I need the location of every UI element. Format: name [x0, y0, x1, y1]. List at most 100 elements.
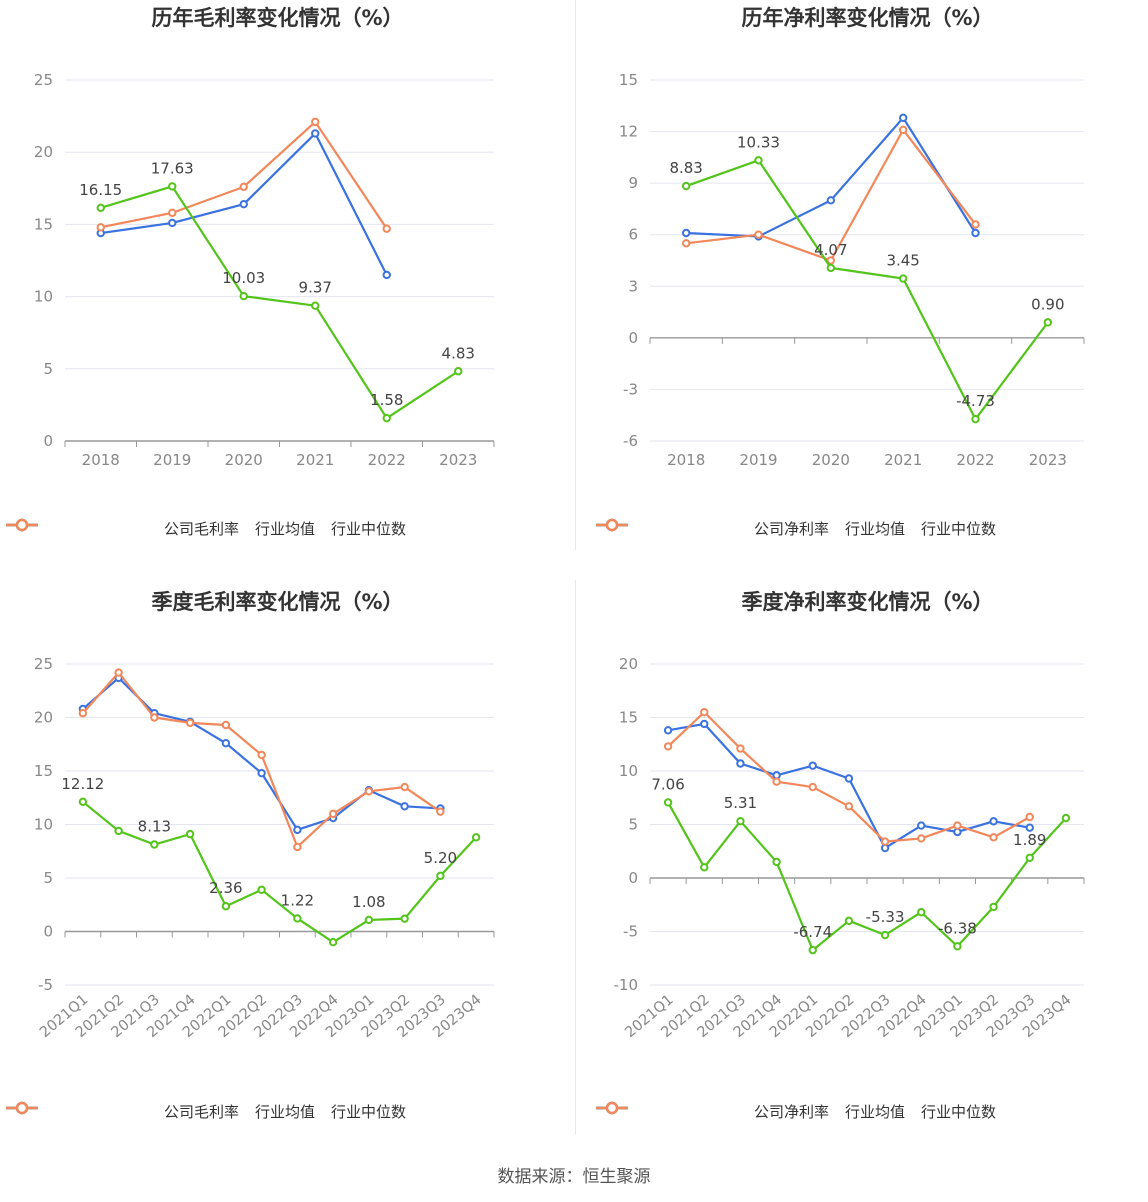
legend-item[interactable]: 行业均值 — [6, 518, 315, 539]
legend-item[interactable]: 行业中位数 — [596, 518, 997, 539]
chart-legend: 公司净利率 行业均值 行业中位数 — [595, 518, 1148, 539]
legend-label: 行业均值 — [254, 1103, 315, 1121]
y-tick-label: -6 — [623, 432, 638, 450]
data-point — [382, 413, 391, 423]
legend-label: 公司毛利率 — [163, 1103, 239, 1121]
data-point — [971, 414, 980, 424]
data-point — [96, 223, 105, 232]
x-tick-label: 2022 — [368, 451, 406, 469]
legend-label: 公司净利率 — [753, 1103, 829, 1121]
data-source-note: 数据来源：恒生聚源 — [497, 1167, 651, 1187]
data-label: 8.13 — [138, 818, 171, 836]
data-label: -4.73 — [956, 392, 995, 410]
y-tick-label: 10 — [34, 816, 53, 834]
y-tick-label: 0 — [628, 329, 638, 347]
x-tick-label: 2021 — [884, 451, 922, 469]
y-tick-label: -5 — [623, 923, 638, 941]
data-point — [700, 719, 709, 729]
legend-label: 行业中位数 — [331, 1103, 407, 1121]
legend-item[interactable]: 行业中位数 — [6, 1101, 407, 1122]
y-tick-label: 20 — [619, 655, 638, 673]
data-point — [328, 938, 338, 947]
y-tick-label: -5 — [38, 976, 53, 994]
data-point — [454, 367, 463, 376]
y-tick-label: 0 — [628, 869, 638, 887]
data-point — [808, 782, 817, 792]
legend-line-circle-icon — [6, 1101, 38, 1115]
y-tick-label: 15 — [619, 71, 638, 89]
data-point — [382, 224, 391, 233]
y-tick-label: 5 — [43, 869, 53, 887]
series-line — [667, 722, 1030, 850]
legend-item[interactable]: 行业中位数 — [6, 518, 406, 539]
legend-item[interactable]: 行业中位数 — [596, 1101, 997, 1122]
legend-item[interactable]: 公司净利率 — [596, 1101, 829, 1122]
data-point — [844, 916, 854, 925]
data-label: 10.33 — [737, 133, 780, 151]
data-point — [78, 709, 88, 718]
x-tick-label: 2023 — [1029, 451, 1067, 469]
data-point — [754, 230, 763, 239]
data-point — [257, 768, 266, 778]
x-tick-label: 2022 — [956, 451, 994, 469]
data-point — [311, 129, 320, 138]
series-line — [686, 116, 977, 238]
legend-item[interactable]: 行业均值 — [596, 1101, 905, 1122]
legend-item[interactable]: 行业均值 — [6, 1101, 315, 1122]
data-point — [1025, 853, 1034, 862]
data-point — [400, 802, 409, 811]
legend-label: 行业中位数 — [921, 520, 997, 538]
data-label: 4.07 — [814, 241, 847, 259]
x-tick-label: 2018 — [82, 451, 120, 469]
data-point — [989, 902, 998, 912]
y-tick-label: 0 — [43, 432, 53, 450]
series-line — [667, 801, 1067, 952]
data-point — [898, 113, 908, 123]
y-tick-label: 25 — [34, 71, 53, 89]
quarterly-gross-margin-chart: 季度毛利率变化情况（%） -5 0 5 10 15 20 25 2021Q1 2021Q2 202… — [5, 584, 565, 1149]
data-point — [1043, 318, 1053, 327]
chart-plot: -505101520252021Q12021Q22021Q32021Q42022… — [34, 655, 495, 1041]
chart-plot: -10-5051015202021Q12021Q22021Q32021Q4202… — [614, 655, 1085, 1041]
data-point — [364, 915, 374, 925]
legend-icon-circle — [15, 1101, 29, 1115]
y-tick-label: 15 — [34, 215, 53, 233]
data-point — [772, 777, 781, 786]
legend-item[interactable]: 公司毛利率 — [6, 1101, 239, 1122]
x-tick-label: 2018 — [667, 451, 705, 469]
legend-item[interactable]: 行业均值 — [596, 518, 905, 539]
series-line — [82, 671, 441, 849]
y-tick-label: 9 — [628, 174, 638, 192]
data-point — [880, 930, 890, 940]
data-point — [168, 182, 177, 191]
data-point — [185, 718, 195, 728]
data-point — [221, 720, 231, 730]
legend-icon-circle — [15, 518, 29, 532]
legend-line-circle-icon — [596, 518, 628, 532]
data-point — [239, 182, 248, 192]
data-point — [96, 203, 105, 212]
data-point — [364, 787, 374, 796]
data-label: -6.74 — [793, 923, 832, 941]
series-line — [82, 800, 477, 944]
data-label: 8.83 — [669, 159, 702, 177]
data-label: 1.58 — [370, 391, 403, 409]
data-label: 1.89 — [1013, 831, 1046, 849]
legend-item[interactable]: 公司毛利率 — [6, 518, 239, 539]
data-point — [681, 239, 691, 248]
data-point — [257, 885, 266, 894]
data-point — [185, 829, 195, 839]
x-tick-label: 2019 — [739, 451, 777, 469]
legend-item[interactable]: 公司净利率 — [596, 518, 829, 539]
x-tick-label: 2019 — [153, 451, 191, 469]
data-point — [1061, 813, 1071, 823]
legend-label: 行业中位数 — [921, 1103, 997, 1121]
data-point — [239, 291, 248, 301]
data-label: 10.03 — [222, 269, 265, 287]
chart-plot: -6 -3 0 3 6 9 12 15 2018 2019 2020 2021 2022 2023 8.83… — [619, 71, 1085, 469]
y-tick-label: -3 — [623, 380, 638, 398]
data-label: 7.06 — [651, 775, 684, 793]
data-point — [681, 181, 691, 191]
x-tick-label: 2023 — [439, 451, 477, 469]
legend-label: 公司毛利率 — [163, 520, 239, 538]
